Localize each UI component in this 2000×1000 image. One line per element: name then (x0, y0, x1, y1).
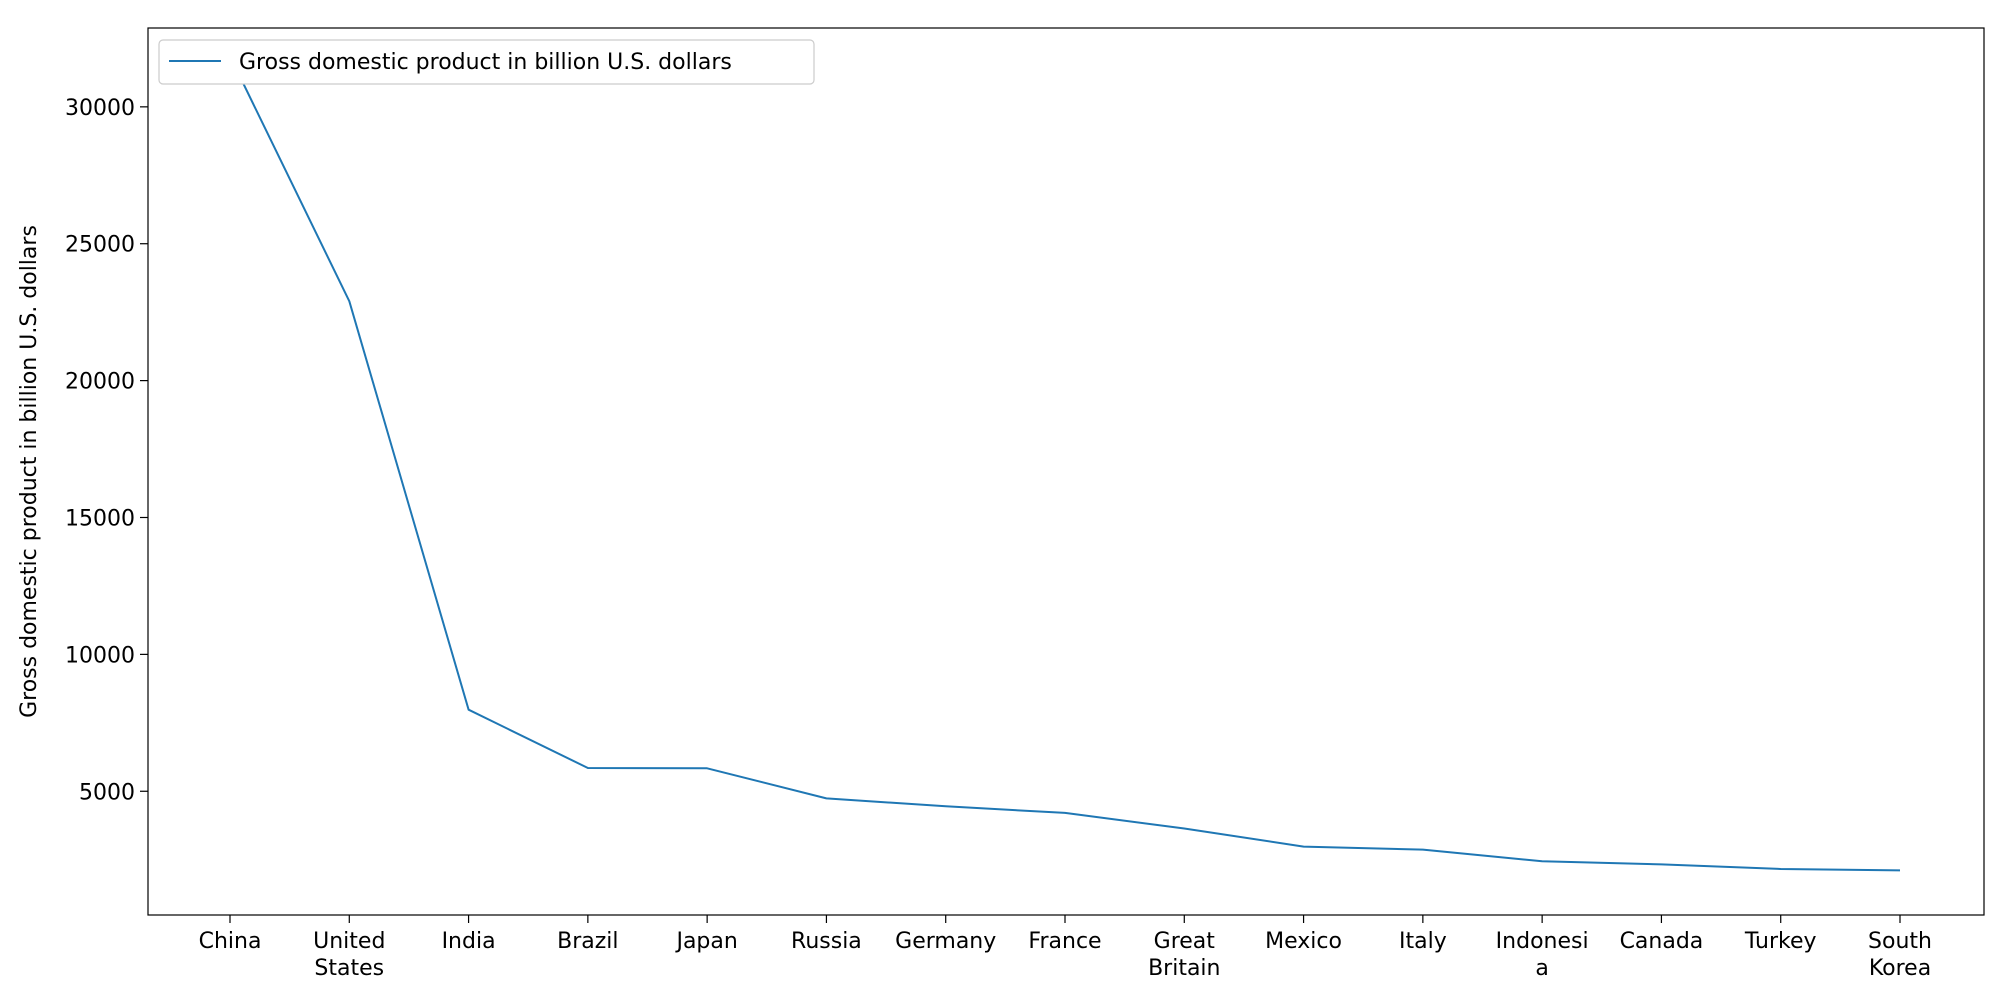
x-tick-label: South Korea (1868, 929, 1932, 981)
legend: Gross domestic product in billion U.S. d… (158, 39, 815, 85)
legend-label: Gross domestic product in billion U.S. d… (239, 50, 732, 75)
legend-box (158, 39, 815, 85)
x-tick-label: China (199, 929, 262, 954)
x-tick-label: India (442, 929, 496, 954)
series-line (229, 55, 1901, 872)
y-tick-label: 15000 (65, 506, 135, 531)
x-tick-label: Italy (1399, 929, 1447, 954)
x-tick-label: Canada (1620, 929, 1704, 954)
series-layer (229, 55, 1901, 872)
x-tick-label: Brazil (557, 929, 618, 954)
x-tick-label: France (1028, 929, 1101, 954)
y-tick-label: 10000 (65, 643, 135, 668)
x-tick-label: United States (313, 929, 385, 981)
x-tick-label: Japan (674, 929, 737, 954)
y-axis-label: Gross domestic product in billion U.S. d… (17, 225, 42, 718)
x-tick-label: Russia (791, 929, 862, 954)
x-tick-label: Germany (895, 929, 996, 954)
x-axis-ticks: China United States India Brazil Japan Russia G… (199, 915, 1932, 981)
y-axis-ticks: 5000 10000 15000 20000 25000 30000 (65, 96, 148, 805)
y-tick-label: 5000 (79, 780, 135, 805)
x-tick-label: Great Britain (1148, 929, 1220, 981)
x-tick-label: Mexico (1265, 929, 1342, 954)
y-tick-label: 20000 (65, 370, 135, 395)
x-tick-label: Turkey (1744, 929, 1817, 954)
x-tick-label: Indonesi a (1496, 929, 1589, 981)
y-tick-label: 25000 (65, 233, 135, 258)
plot-frame (147, 27, 1985, 916)
y-tick-label: 30000 (65, 96, 135, 121)
